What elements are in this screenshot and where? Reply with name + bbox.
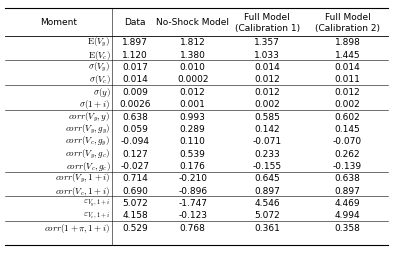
Text: Data: Data (125, 18, 146, 27)
Text: 0.059: 0.059 (122, 124, 148, 133)
Text: 0.002: 0.002 (335, 100, 360, 109)
Text: 1.357: 1.357 (254, 38, 280, 47)
Text: -0.139: -0.139 (333, 161, 362, 170)
Text: 0.176: 0.176 (180, 161, 206, 170)
Text: 0.638: 0.638 (334, 174, 360, 183)
Text: $\sigma(1+i)$: $\sigma(1+i)$ (79, 98, 110, 111)
Text: 0.690: 0.690 (122, 186, 148, 195)
Text: Moment: Moment (40, 18, 77, 27)
Text: 4.994: 4.994 (335, 211, 360, 219)
Text: 0.645: 0.645 (254, 174, 280, 183)
Text: $\sigma(V_c)$: $\sigma(V_c)$ (88, 73, 110, 86)
Text: 0.002: 0.002 (254, 100, 280, 109)
Text: 0.142: 0.142 (254, 124, 280, 133)
Text: $corr(V_y, y)$: $corr(V_y, y)$ (68, 110, 110, 123)
Text: 1.898: 1.898 (334, 38, 360, 47)
Text: 0.602: 0.602 (335, 112, 360, 121)
Text: 0.0002: 0.0002 (177, 75, 208, 84)
Text: $corr(1+\pi, 1+i)$: $corr(1+\pi, 1+i)$ (44, 221, 110, 234)
Text: $corr(V_y, g_c)$: $corr(V_y, g_c)$ (65, 147, 110, 160)
Text: $corr(V_c, g_c)$: $corr(V_c, g_c)$ (66, 159, 110, 172)
Text: 0.012: 0.012 (335, 87, 360, 97)
Text: Full Model
(Calibration 2): Full Model (Calibration 2) (315, 13, 380, 33)
Text: 0.012: 0.012 (254, 75, 280, 84)
Text: $\sigma(y)$: $\sigma(y)$ (93, 86, 110, 99)
Text: -0.896: -0.896 (178, 186, 207, 195)
Text: 0.009: 0.009 (122, 87, 148, 97)
Text: Full Model
(Calibration 1): Full Model (Calibration 1) (235, 13, 300, 33)
Text: 0.358: 0.358 (334, 223, 360, 232)
Text: -0.155: -0.155 (253, 161, 282, 170)
Text: 1.897: 1.897 (122, 38, 148, 47)
Text: $corr(V_c, g_y)$: $corr(V_c, g_y)$ (65, 135, 110, 148)
Text: 0.014: 0.014 (254, 63, 280, 72)
Text: 1.120: 1.120 (123, 51, 148, 59)
Text: 0.127: 0.127 (123, 149, 148, 158)
Text: 0.539: 0.539 (180, 149, 206, 158)
Text: 5.072: 5.072 (254, 211, 280, 219)
Text: 0.262: 0.262 (335, 149, 360, 158)
Text: -0.210: -0.210 (178, 174, 207, 183)
Text: 0.585: 0.585 (254, 112, 280, 121)
Text: 0.012: 0.012 (180, 87, 206, 97)
Text: 1.033: 1.033 (254, 51, 280, 59)
Text: 0.289: 0.289 (180, 124, 206, 133)
Text: 0.014: 0.014 (123, 75, 148, 84)
Text: 0.011: 0.011 (334, 75, 360, 84)
Text: 4.469: 4.469 (335, 198, 360, 207)
Text: 4.546: 4.546 (254, 198, 280, 207)
Text: 0.0026: 0.0026 (119, 100, 151, 109)
Text: No-Shock Model: No-Shock Model (156, 18, 229, 27)
Text: $\sigma(V_y)$: $\sigma(V_y)$ (88, 61, 110, 74)
Text: 4.158: 4.158 (123, 211, 148, 219)
Text: $\varepsilon_{V_y, 1+i}$: $\varepsilon_{V_y, 1+i}$ (83, 197, 110, 209)
Text: 0.714: 0.714 (123, 174, 148, 183)
Text: 0.110: 0.110 (180, 137, 206, 146)
Text: 0.012: 0.012 (254, 87, 280, 97)
Text: $corr(V_c, 1+i)$: $corr(V_c, 1+i)$ (55, 184, 110, 197)
Text: $corr(V_y, 1+i)$: $corr(V_y, 1+i)$ (55, 172, 110, 185)
Text: 1.380: 1.380 (180, 51, 206, 59)
Text: -0.070: -0.070 (333, 137, 362, 146)
Text: 0.014: 0.014 (335, 63, 360, 72)
Text: 0.768: 0.768 (180, 223, 206, 232)
Text: 1.445: 1.445 (335, 51, 360, 59)
Text: -0.123: -0.123 (178, 211, 207, 219)
Text: 0.529: 0.529 (123, 223, 148, 232)
Text: 0.017: 0.017 (122, 63, 148, 72)
Text: 0.361: 0.361 (254, 223, 280, 232)
Text: 0.897: 0.897 (334, 186, 360, 195)
Text: 0.001: 0.001 (180, 100, 206, 109)
Text: -1.747: -1.747 (178, 198, 207, 207)
Text: -0.094: -0.094 (121, 137, 150, 146)
Text: 0.233: 0.233 (254, 149, 280, 158)
Text: 5.072: 5.072 (123, 198, 148, 207)
Text: 0.897: 0.897 (254, 186, 280, 195)
Text: 0.993: 0.993 (180, 112, 206, 121)
Text: $corr(V_y, g_y)$: $corr(V_y, g_y)$ (65, 122, 110, 135)
Text: $\mathrm{E}(V_y)$: $\mathrm{E}(V_y)$ (87, 36, 110, 49)
Text: -0.071: -0.071 (253, 137, 282, 146)
Text: 0.010: 0.010 (180, 63, 206, 72)
Text: 0.638: 0.638 (122, 112, 148, 121)
Text: $\varepsilon_{V_c, 1+i}$: $\varepsilon_{V_c, 1+i}$ (83, 210, 110, 220)
Text: 1.812: 1.812 (180, 38, 206, 47)
Text: -0.027: -0.027 (121, 161, 150, 170)
Text: $\mathrm{E}(V_c)$: $\mathrm{E}(V_c)$ (88, 49, 110, 61)
Text: 0.145: 0.145 (335, 124, 360, 133)
